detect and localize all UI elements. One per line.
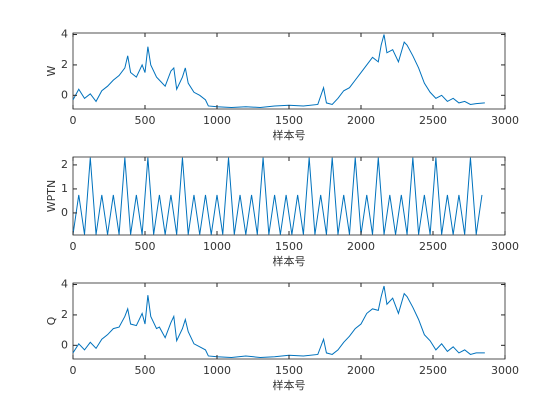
y-axis-label: Q [45, 316, 58, 325]
y-tick-label: 0 [61, 206, 68, 219]
x-tick-label: 3000 [491, 240, 519, 253]
axes-box [72, 282, 506, 360]
x-tick-label: 1000 [203, 114, 231, 127]
x-tick-label: 3000 [491, 114, 519, 127]
x-tick-label: 500 [135, 240, 156, 253]
x-tick-label: 1500 [275, 240, 303, 253]
data-line [72, 285, 485, 358]
x-tick-label: 1500 [275, 364, 303, 377]
x-tick-label: 500 [135, 364, 156, 377]
y-axis-label: WPTN [45, 180, 58, 212]
y-tick-label: 0 [61, 338, 68, 351]
x-axis-label: 样本号 [273, 254, 306, 268]
x-tick-label: 2000 [347, 364, 375, 377]
axes-box [72, 32, 506, 110]
x-tick-label: 2000 [347, 240, 375, 253]
x-tick-label: 0 [70, 240, 77, 253]
y-tick-label: 4 [61, 28, 68, 41]
x-tick-label: 2500 [419, 364, 447, 377]
x-tick-label: 0 [70, 114, 77, 127]
x-tick-label: 1500 [275, 114, 303, 127]
x-tick-label: 2000 [347, 114, 375, 127]
x-tick-label: 3000 [491, 364, 519, 377]
y-tick-label: 1 [61, 182, 68, 195]
y-axis-label: W [45, 65, 58, 76]
y-tick-label: 0 [61, 88, 68, 101]
x-tick-label: 500 [135, 114, 156, 127]
x-axis-label: 样本号 [273, 378, 306, 392]
x-axis-label: 样本号 [273, 128, 306, 142]
x-tick-label: 0 [70, 364, 77, 377]
x-tick-label: 1000 [203, 364, 231, 377]
y-tick-label: 2 [61, 58, 68, 71]
data-line [72, 34, 485, 108]
x-tick-label: 1000 [203, 240, 231, 253]
axes-box [72, 156, 506, 236]
y-tick-label: 2 [61, 308, 68, 321]
x-tick-label: 2500 [419, 114, 447, 127]
data-line [72, 157, 483, 235]
x-tick-label: 2500 [419, 240, 447, 253]
y-tick-label: 4 [61, 278, 68, 291]
y-tick-label: 2 [61, 158, 68, 171]
